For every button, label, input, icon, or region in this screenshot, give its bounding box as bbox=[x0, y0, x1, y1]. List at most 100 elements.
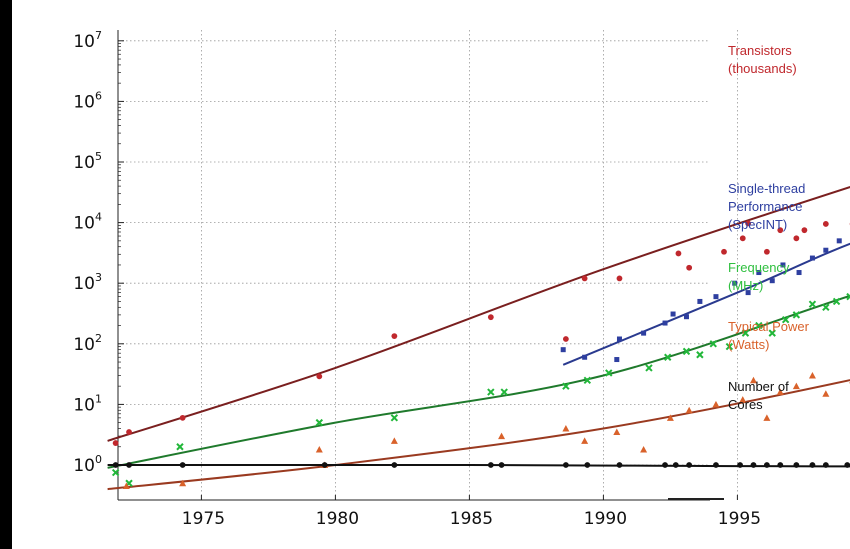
data-point bbox=[725, 342, 734, 351]
data-point bbox=[605, 369, 613, 377]
data-point bbox=[777, 227, 784, 234]
y-axis-tick-labels: 100 101 102 103 104 105 106 107 bbox=[73, 29, 102, 476]
data-point bbox=[641, 330, 647, 336]
data-point bbox=[498, 432, 506, 440]
series-label: Transistors bbox=[728, 43, 792, 58]
data-point bbox=[683, 314, 689, 320]
data-point bbox=[487, 462, 494, 468]
x-tick-label: 1990 bbox=[584, 509, 627, 529]
data-point bbox=[686, 462, 693, 468]
data-point bbox=[487, 314, 494, 321]
data-point bbox=[823, 247, 829, 253]
axes bbox=[117, 30, 738, 501]
data-point bbox=[391, 462, 398, 468]
data-point bbox=[616, 462, 623, 468]
data-point bbox=[713, 294, 719, 300]
data-point bbox=[792, 382, 800, 390]
data-point bbox=[664, 353, 672, 361]
x-tick-label: 1995 bbox=[718, 509, 761, 529]
data-point bbox=[500, 388, 508, 396]
y-tick-label: 102 bbox=[73, 332, 102, 355]
data-point bbox=[796, 270, 802, 276]
data-point bbox=[666, 414, 674, 421]
data-point bbox=[809, 462, 816, 468]
data-point bbox=[780, 262, 786, 268]
data-point bbox=[822, 221, 829, 227]
data-point bbox=[763, 462, 770, 468]
data-point bbox=[756, 270, 762, 276]
data-point bbox=[793, 235, 800, 242]
y-tick-label: 106 bbox=[73, 89, 102, 112]
data-point bbox=[316, 373, 323, 380]
data-point bbox=[739, 235, 746, 242]
trend-line bbox=[107, 186, 850, 442]
y-tick-label: 105 bbox=[73, 150, 102, 173]
data-point bbox=[581, 275, 588, 282]
x-tick-label: 1980 bbox=[316, 509, 359, 529]
data-point bbox=[176, 443, 184, 451]
data-point bbox=[614, 357, 620, 363]
series-label: (MHz) bbox=[728, 278, 763, 293]
data-point bbox=[697, 298, 703, 304]
data-point bbox=[560, 347, 566, 353]
data-point bbox=[390, 414, 399, 422]
data-point bbox=[562, 425, 570, 432]
data-point bbox=[179, 479, 187, 487]
data-point bbox=[793, 462, 800, 468]
data-point bbox=[781, 315, 790, 324]
data-points bbox=[111, 220, 850, 490]
data-point bbox=[616, 275, 623, 282]
data-point bbox=[769, 278, 775, 284]
series-label: Single-thread bbox=[728, 181, 805, 196]
data-point bbox=[777, 462, 784, 468]
data-point bbox=[712, 400, 720, 408]
data-point bbox=[315, 418, 324, 427]
y-tick-label: 107 bbox=[73, 29, 102, 52]
data-point bbox=[581, 437, 589, 444]
series-label: Frequency bbox=[728, 260, 790, 275]
series-label: Performance bbox=[728, 199, 802, 214]
data-point bbox=[822, 303, 830, 312]
data-point bbox=[822, 390, 830, 397]
data-point bbox=[390, 437, 398, 444]
data-point bbox=[112, 462, 119, 468]
data-point bbox=[662, 462, 668, 468]
data-point bbox=[682, 347, 691, 356]
series-label: (SpecINT) bbox=[728, 217, 787, 232]
data-point bbox=[616, 336, 622, 342]
data-point bbox=[487, 388, 495, 396]
data-point bbox=[126, 429, 132, 435]
data-point bbox=[836, 238, 842, 244]
data-point bbox=[640, 446, 648, 453]
data-point bbox=[686, 264, 693, 271]
data-point bbox=[739, 396, 747, 403]
series-label: Number of bbox=[728, 379, 789, 394]
data-point bbox=[111, 468, 120, 477]
data-point bbox=[613, 428, 621, 436]
data-point bbox=[670, 311, 676, 317]
left-black-strip bbox=[0, 0, 12, 549]
series-label: (thousands) bbox=[728, 61, 797, 76]
data-point bbox=[672, 462, 679, 468]
data-point bbox=[645, 364, 653, 372]
data-point bbox=[583, 376, 592, 384]
data-point bbox=[315, 446, 323, 453]
series-label: Typical Power bbox=[728, 319, 810, 334]
series-label: (Watts) bbox=[728, 337, 769, 352]
data-point bbox=[498, 462, 505, 468]
data-point bbox=[685, 406, 693, 414]
data-point bbox=[391, 333, 398, 339]
data-point bbox=[741, 329, 750, 337]
data-point bbox=[179, 462, 186, 468]
x-tick-label: 1975 bbox=[182, 509, 225, 529]
trend-line bbox=[107, 294, 850, 469]
data-point bbox=[822, 462, 829, 468]
data-point bbox=[562, 336, 569, 342]
data-point bbox=[763, 248, 770, 255]
y-tick-label: 103 bbox=[73, 271, 102, 294]
data-point bbox=[675, 250, 682, 257]
data-point bbox=[801, 227, 808, 234]
data-point bbox=[696, 351, 704, 359]
data-point bbox=[844, 462, 850, 468]
